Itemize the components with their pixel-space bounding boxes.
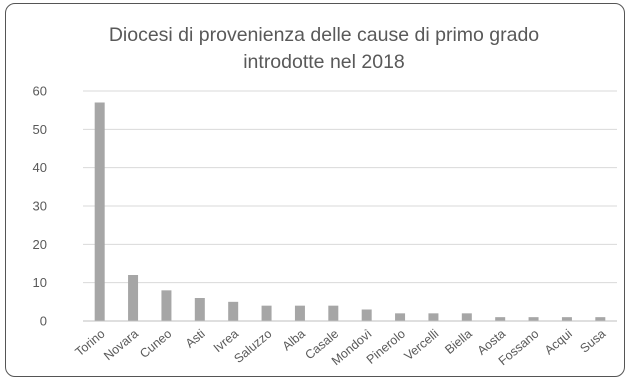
y-tick-label: 50 (33, 122, 47, 137)
y-tick-label: 60 (33, 84, 47, 99)
bar-casale (328, 305, 339, 321)
chart-title-line-2: introdotte nel 2018 (243, 51, 405, 73)
bar-asti (194, 298, 205, 321)
bar-acqui (561, 317, 572, 321)
bar-saluzzo (261, 305, 272, 321)
x-tick-label: Novara (101, 327, 141, 364)
chart-title-line-1: Diocesi di provenienza delle cause di pr… (109, 24, 539, 46)
x-tick-label: Asti (183, 327, 208, 351)
bar-pinerolo (395, 313, 406, 321)
bar-fossano (528, 317, 539, 321)
bar-cuneo (161, 290, 172, 321)
bar-alba (294, 305, 305, 321)
bar-novara (128, 275, 139, 321)
y-tick-label: 30 (33, 199, 47, 214)
x-tick-label: Saluzzo (231, 327, 274, 366)
y-tick-label: 20 (33, 237, 47, 252)
x-tick-label: Biella (442, 327, 474, 357)
x-tick-label: Acqui (542, 327, 575, 358)
x-tick-label: Cuneo (137, 327, 174, 361)
bar-torino (94, 102, 105, 321)
bar-biella (461, 313, 472, 321)
y-tick-label: 10 (33, 275, 47, 290)
chart-frame (5, 3, 625, 377)
bar-aosta (495, 317, 506, 321)
x-tick-label: Vercelli (401, 327, 441, 364)
y-tick-label: 0 (40, 314, 47, 329)
bars (94, 102, 606, 321)
gridlines (83, 90, 617, 284)
bar-vercelli (428, 313, 439, 321)
bar-susa (595, 317, 606, 321)
y-tick-label: 40 (33, 160, 47, 175)
bar-ivrea (228, 301, 239, 321)
bar-mondovì (361, 309, 372, 321)
y-axis-tick-labels: 0 10 20 30 40 50 60 (33, 84, 47, 329)
x-tick-label: Susa (577, 327, 608, 356)
